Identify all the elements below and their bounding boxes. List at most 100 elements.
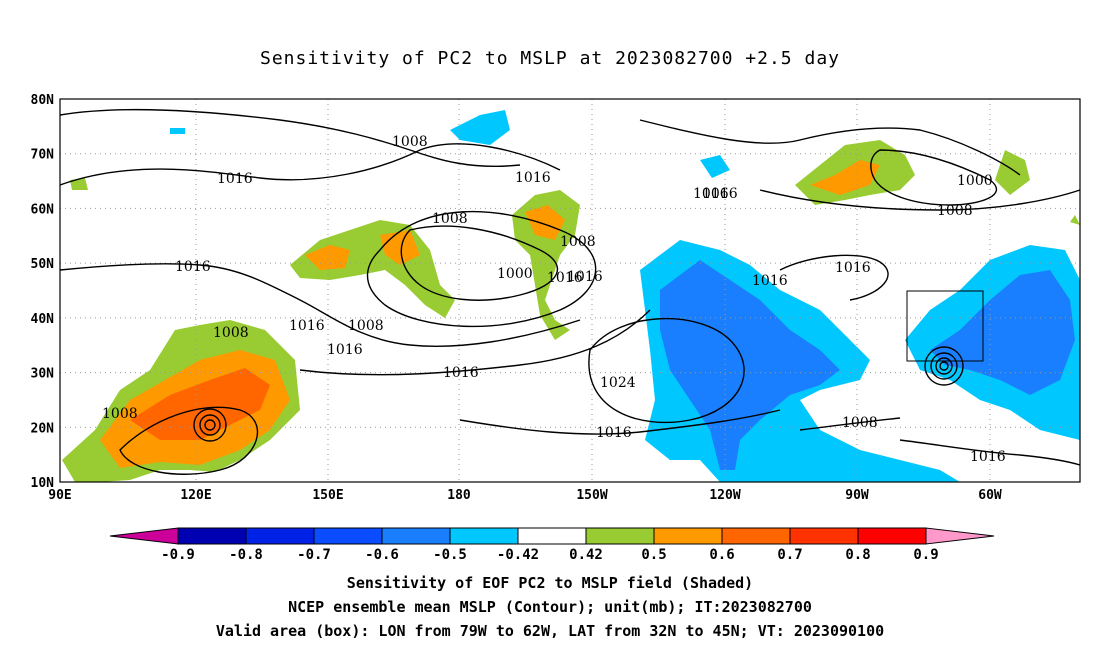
contour-label: 1016 bbox=[835, 260, 871, 276]
contour-line bbox=[459, 409, 781, 435]
contour-line bbox=[759, 189, 1081, 211]
colorbar-swatch bbox=[449, 527, 519, 545]
contour-line bbox=[59, 108, 521, 168]
contour-line bbox=[870, 149, 998, 206]
contour-low-center bbox=[939, 361, 949, 371]
colorbar-swatch bbox=[857, 527, 927, 545]
contour-line bbox=[299, 309, 651, 376]
contour-layer bbox=[59, 108, 1081, 475]
colorbar-arrow-high bbox=[925, 527, 995, 545]
map-frame bbox=[59, 98, 1081, 483]
colorbar-swatch bbox=[721, 527, 791, 545]
contour-label: 1008 bbox=[937, 203, 973, 219]
gridlines bbox=[60, 99, 1080, 482]
contour-labels: 1008 1016 1016 1016 1008 1016 1016 1000 … bbox=[102, 134, 1006, 465]
colorbar-swatch bbox=[789, 527, 859, 545]
orange-shading-japan bbox=[305, 230, 420, 270]
colorbar-swatch bbox=[585, 527, 655, 545]
contour-label: 1008 bbox=[348, 318, 384, 334]
contour-label: 1008 bbox=[213, 325, 249, 341]
blue-shading-atlantic bbox=[930, 270, 1075, 395]
contour-label: 1008 bbox=[432, 211, 468, 227]
colorbar-label: 0.9 bbox=[913, 547, 938, 563]
lon-tick-label: 90E bbox=[48, 488, 71, 503]
contour-label: 1016 bbox=[567, 269, 603, 285]
contour-line bbox=[799, 417, 901, 431]
contour-line bbox=[400, 225, 559, 301]
contour-label: 1008 bbox=[102, 406, 138, 422]
contour-label: 1016 bbox=[515, 170, 551, 186]
contour-label: 1016 bbox=[702, 186, 738, 202]
positive-shading-greenland bbox=[70, 140, 1080, 225]
colorbar: -0.9 -0.8 -0.7 -0.6 -0.5 -0.42 0.42 0.5 0.6 0.7 0.… bbox=[109, 527, 995, 563]
contour-low-center bbox=[924, 346, 964, 386]
contour-low-center bbox=[935, 357, 953, 375]
lon-tick-label: 120W bbox=[709, 488, 740, 503]
colorbar-label: 0.5 bbox=[641, 547, 666, 563]
colorbar-label: 0.8 bbox=[845, 547, 870, 563]
lon-tick-label: 90W bbox=[845, 488, 869, 503]
lon-tick-label: 150E bbox=[312, 488, 343, 503]
lon-tick-label: 120E bbox=[180, 488, 211, 503]
lat-tick-label: 80N bbox=[31, 93, 55, 108]
lat-tick-label: 20N bbox=[31, 421, 55, 436]
lat-tick-label: 30N bbox=[31, 367, 55, 382]
contour-label: 1016 bbox=[289, 318, 325, 334]
colorbar-swatch bbox=[517, 527, 587, 545]
positive-shading-japan bbox=[290, 220, 455, 318]
lon-tick-label: 180 bbox=[447, 488, 471, 503]
lat-tick-label: 10N bbox=[31, 476, 55, 491]
contour-label: 1016 bbox=[752, 273, 788, 289]
contour-label: 1016 bbox=[217, 171, 253, 187]
contour-low-center bbox=[204, 419, 216, 431]
colorbar-label: -0.5 bbox=[433, 547, 467, 563]
orange-shading-greenland bbox=[810, 160, 880, 195]
contour-line bbox=[639, 119, 1021, 176]
colorbar-label: -0.42 bbox=[497, 547, 539, 563]
contour-label: 1000 bbox=[497, 266, 533, 282]
contour-line bbox=[899, 439, 1081, 466]
orange-shading-alaska bbox=[525, 205, 565, 240]
lon-tick-labels: 90E 120E 150E 180 150W 120W 90W 60W bbox=[48, 488, 1002, 503]
contour-label: 1016 bbox=[693, 186, 729, 202]
lon-tick-label: 150W bbox=[576, 488, 607, 503]
red-shading-wpac bbox=[130, 368, 270, 440]
contour-label: 1008 bbox=[560, 234, 596, 250]
contour-line bbox=[119, 406, 259, 475]
caption-line-1: Sensitivity of EOF PC2 to MSLP field (Sh… bbox=[346, 574, 754, 592]
contour-line bbox=[779, 254, 889, 301]
contour-label: 1024 bbox=[600, 375, 636, 391]
colorbar-swatch bbox=[245, 527, 315, 545]
contour-low-center bbox=[199, 414, 221, 436]
contour-label: 1016 bbox=[596, 425, 632, 441]
caption-line-3: Valid area (box): LON from 79W to 62W, L… bbox=[215, 622, 885, 640]
colorbar-arrow-low bbox=[109, 527, 179, 545]
contour-label: 1008 bbox=[842, 415, 878, 431]
contour-label: 1016 bbox=[547, 270, 583, 286]
lat-tick-label: 50N bbox=[31, 257, 55, 272]
lon-tick-label: 60W bbox=[978, 488, 1002, 503]
contour-low-center bbox=[193, 408, 227, 442]
contour-label: 1008 bbox=[392, 134, 428, 150]
blue-shading-namerica bbox=[660, 260, 840, 470]
contour-label: 1016 bbox=[970, 449, 1006, 465]
colorbar-swatch bbox=[313, 527, 383, 545]
contour-label: 1016 bbox=[175, 259, 211, 275]
lat-tick-label: 40N bbox=[31, 312, 55, 327]
contour-label: 1000 bbox=[957, 173, 993, 189]
positive-shading-alaska bbox=[512, 190, 580, 340]
contour-line bbox=[588, 318, 745, 424]
colorbar-label: 0.42 bbox=[569, 547, 603, 563]
contour-line bbox=[59, 263, 581, 347]
lat-tick-labels: 80N 70N 60N 50N 40N 30N 20N 10N bbox=[31, 93, 55, 491]
colorbar-label: 0.7 bbox=[777, 547, 802, 563]
caption-line-2: NCEP ensemble mean MSLP (Contour); unit(… bbox=[288, 598, 812, 616]
chart-title: Sensitivity of PC2 to MSLP at 2023082700… bbox=[259, 48, 840, 69]
contour-label: 1016 bbox=[327, 342, 363, 358]
colorbar-label: -0.9 bbox=[161, 547, 195, 563]
colorbar-swatch bbox=[381, 527, 451, 545]
contour-label: 1016 bbox=[443, 365, 479, 381]
colorbar-label: 0.6 bbox=[709, 547, 734, 563]
valid-area-box bbox=[906, 290, 984, 362]
